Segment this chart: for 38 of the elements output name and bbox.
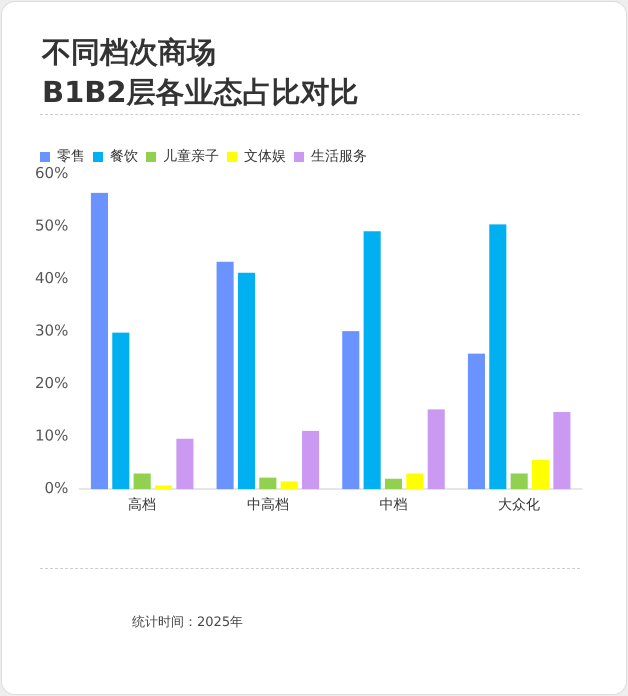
bar [238, 272, 256, 490]
y-tick-label: 20% [34, 374, 68, 392]
bar [532, 460, 550, 490]
bar [489, 224, 506, 490]
bar [428, 409, 445, 490]
bar [510, 473, 528, 490]
bar [176, 438, 194, 490]
x-tick-label: 高档 [128, 497, 156, 514]
y-tick-label: 50% [34, 216, 68, 234]
y-tick-label: 60% [34, 164, 68, 182]
legend-label: 零售 [57, 148, 85, 165]
bar [553, 412, 570, 490]
bar [406, 473, 424, 490]
legend-label: 儿童亲子 [163, 148, 219, 165]
legend-label: 餐饮 [110, 148, 138, 165]
y-tick-label: 30% [34, 321, 68, 340]
bar [112, 332, 130, 490]
bar [342, 331, 360, 490]
bar [90, 192, 108, 490]
bar [468, 354, 485, 490]
legend-label: 文体娱 [244, 148, 286, 165]
bar [216, 262, 234, 490]
bar [384, 478, 402, 490]
x-tick-label: 大众化 [498, 497, 540, 514]
legend-label: 生活服务 [311, 148, 367, 165]
text: 统计时间：2025年 [132, 614, 244, 632]
x-tick-label: 中高档 [246, 497, 289, 514]
y-tick-label: 10% [34, 426, 68, 445]
y-tick-label: 40% [34, 268, 68, 287]
bar [302, 430, 320, 490]
chart-title: 不同档次商场 B1B2层各业态占比对比 [42, 34, 359, 111]
y-tick-label: 0% [44, 479, 68, 498]
bar [364, 231, 381, 490]
bar [134, 473, 151, 490]
bar [280, 481, 298, 490]
bar [154, 486, 172, 490]
bar [259, 478, 276, 490]
x-tick-label: 中档 [380, 497, 408, 514]
